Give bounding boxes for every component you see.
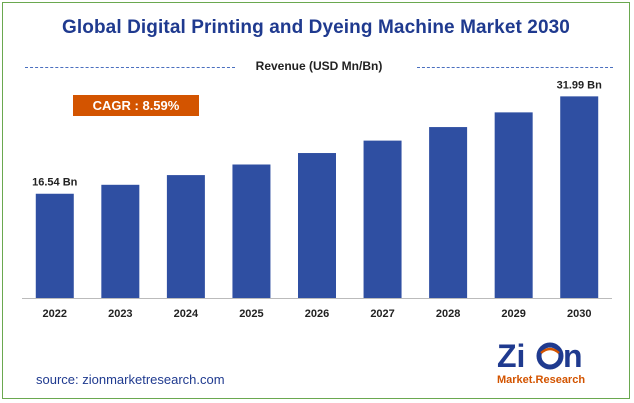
chart-title: Global Digital Printing and Dyeing Machi… xyxy=(62,17,570,38)
x-tick-label: 2026 xyxy=(305,308,329,320)
bar-2028 xyxy=(429,127,468,298)
bar-2027 xyxy=(363,140,402,298)
subtitle-divider-left xyxy=(25,67,235,68)
x-tick-label: 2028 xyxy=(436,308,460,320)
x-tick-label: 2022 xyxy=(43,308,67,320)
bar-2024 xyxy=(166,175,205,298)
x-tick-label: 2030 xyxy=(567,308,591,320)
x-tick-label: 2025 xyxy=(239,308,263,320)
bar-2022 xyxy=(35,193,74,298)
x-tick-label: 2029 xyxy=(501,308,525,320)
bar-2025 xyxy=(232,164,271,298)
logo-wordmark: Zi xyxy=(497,338,525,374)
zion-logo: Zi n Market.Research xyxy=(497,338,585,386)
x-tick-label: 2027 xyxy=(370,308,394,320)
bar-2029 xyxy=(494,112,533,298)
svg-text:n: n xyxy=(563,338,583,374)
x-tick-label: 2024 xyxy=(174,308,199,320)
subtitle-divider-right xyxy=(417,67,613,68)
x-tick-label: 2023 xyxy=(108,308,132,320)
chart-subtitle: Revenue (USD Mn/Bn) xyxy=(255,59,383,73)
data-label: 31.99 Bn xyxy=(557,79,603,91)
bar-2026 xyxy=(298,153,336,298)
cagr-badge: CAGR : 8.59% xyxy=(73,95,199,116)
source-text: source: zionmarketresearch.com xyxy=(36,372,225,387)
data-label: 16.54 Bn xyxy=(32,177,78,189)
svg-text:Market.Research: Market.Research xyxy=(497,374,585,386)
bar-2030 xyxy=(560,96,599,298)
subtitle-row: Revenue (USD Mn/Bn) xyxy=(25,59,613,75)
bar-2023 xyxy=(101,184,140,298)
